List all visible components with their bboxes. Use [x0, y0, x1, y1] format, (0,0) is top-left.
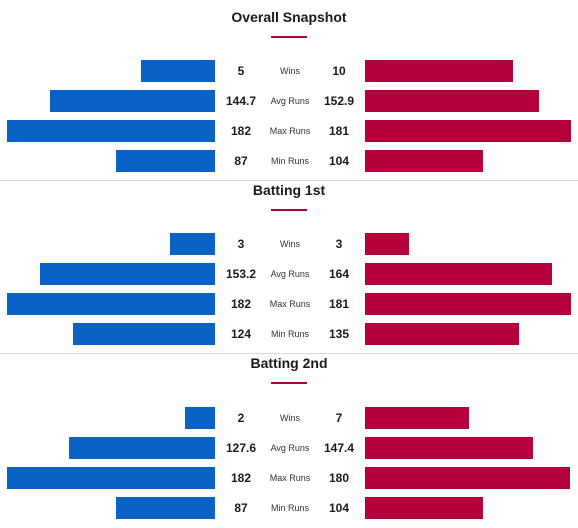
- right-team-bar: [365, 120, 571, 142]
- right-team-bar: [365, 467, 570, 489]
- right-team-bar: [365, 323, 519, 345]
- left-team-bar: [185, 407, 215, 429]
- right-team-value: 135: [328, 327, 350, 341]
- right-team-value: 147.4: [323, 441, 355, 455]
- metric-label: Wins: [280, 239, 300, 249]
- left-team-bar: [69, 437, 215, 459]
- right-team-value: 104: [328, 154, 350, 168]
- left-team-bar: [7, 120, 215, 142]
- title-underline: [271, 209, 307, 211]
- metric-label: Min Runs: [270, 156, 309, 166]
- section-divider: [0, 180, 578, 181]
- title-underline: [271, 382, 307, 384]
- stat-row-max-runs: 182 Max Runs 180: [0, 467, 578, 489]
- metric-label: Wins: [280, 413, 300, 423]
- right-team-bar: [365, 150, 483, 172]
- stat-row-max-runs: 182 Max Runs 181: [0, 293, 578, 315]
- metric-label: Avg Runs: [270, 96, 310, 106]
- left-team-value: 3: [237, 237, 245, 251]
- left-team-value: 2: [237, 411, 245, 425]
- section-title: Batting 2nd: [250, 355, 328, 371]
- right-team-bar: [365, 497, 483, 519]
- section-batting-1st: Batting 1st 3 Wins 3 153.2 Avg Runs 164 …: [0, 181, 578, 353]
- left-team-value: 5: [237, 64, 245, 78]
- left-team-bar: [116, 497, 215, 519]
- stat-row-wins: 3 Wins 3: [0, 233, 578, 255]
- right-team-value: 104: [328, 501, 350, 515]
- right-team-bar: [365, 437, 533, 459]
- left-team-value: 124: [230, 327, 252, 341]
- stat-row-avg-runs: 127.6 Avg Runs 147.4: [0, 437, 578, 459]
- metric-label: Min Runs: [270, 329, 309, 339]
- left-team-value: 182: [230, 471, 252, 485]
- left-team-bar: [141, 60, 215, 82]
- left-team-value: 182: [230, 124, 252, 138]
- right-team-value: 180: [328, 471, 350, 485]
- metric-label: Min Runs: [270, 503, 309, 513]
- right-team-value: 10: [332, 64, 346, 78]
- right-team-bar: [365, 407, 469, 429]
- metric-label: Max Runs: [269, 126, 311, 136]
- section-divider: [0, 353, 578, 354]
- right-team-value: 7: [335, 411, 343, 425]
- left-team-bar: [50, 90, 215, 112]
- metric-label: Max Runs: [269, 299, 311, 309]
- stat-row-min-runs: 87 Min Runs 104: [0, 497, 578, 519]
- metric-label: Avg Runs: [270, 269, 310, 279]
- metric-label: Max Runs: [269, 473, 311, 483]
- right-team-bar: [365, 233, 409, 255]
- stat-row-wins: 2 Wins 7: [0, 407, 578, 429]
- right-team-bar: [365, 263, 552, 285]
- section-title: Overall Snapshot: [231, 9, 347, 25]
- right-team-bar: [365, 90, 539, 112]
- left-team-value: 153.2: [225, 267, 257, 281]
- stat-row-avg-runs: 144.7 Avg Runs 152.9: [0, 90, 578, 112]
- left-team-bar: [116, 150, 215, 172]
- right-team-value: 181: [328, 124, 350, 138]
- stat-row-avg-runs: 153.2 Avg Runs 164: [0, 263, 578, 285]
- right-team-value: 3: [335, 237, 343, 251]
- left-team-bar: [73, 323, 215, 345]
- stat-row-max-runs: 182 Max Runs 181: [0, 120, 578, 142]
- section-batting-2nd: Batting 2nd 2 Wins 7 127.6 Avg Runs 147.…: [0, 354, 578, 528]
- left-team-bar: [7, 293, 215, 315]
- right-team-value: 152.9: [323, 94, 355, 108]
- stat-row-min-runs: 87 Min Runs 104: [0, 150, 578, 172]
- section-title: Batting 1st: [252, 182, 326, 198]
- stat-row-min-runs: 124 Min Runs 135: [0, 323, 578, 345]
- right-team-bar: [365, 60, 513, 82]
- metric-label: Wins: [280, 66, 300, 76]
- left-team-value: 87: [234, 501, 248, 515]
- stat-row-wins: 5 Wins 10: [0, 60, 578, 82]
- left-team-value: 144.7: [225, 94, 257, 108]
- left-team-value: 182: [230, 297, 252, 311]
- left-team-bar: [7, 467, 215, 489]
- title-underline: [271, 36, 307, 38]
- left-team-bar: [40, 263, 215, 285]
- section-overall-snapshot: Overall Snapshot 5 Wins 10 144.7 Avg Run…: [0, 0, 578, 180]
- right-team-bar: [365, 293, 571, 315]
- left-team-value: 87: [234, 154, 248, 168]
- metric-label: Avg Runs: [270, 443, 310, 453]
- right-team-value: 181: [328, 297, 350, 311]
- right-team-value: 164: [328, 267, 350, 281]
- left-team-bar: [170, 233, 215, 255]
- left-team-value: 127.6: [225, 441, 257, 455]
